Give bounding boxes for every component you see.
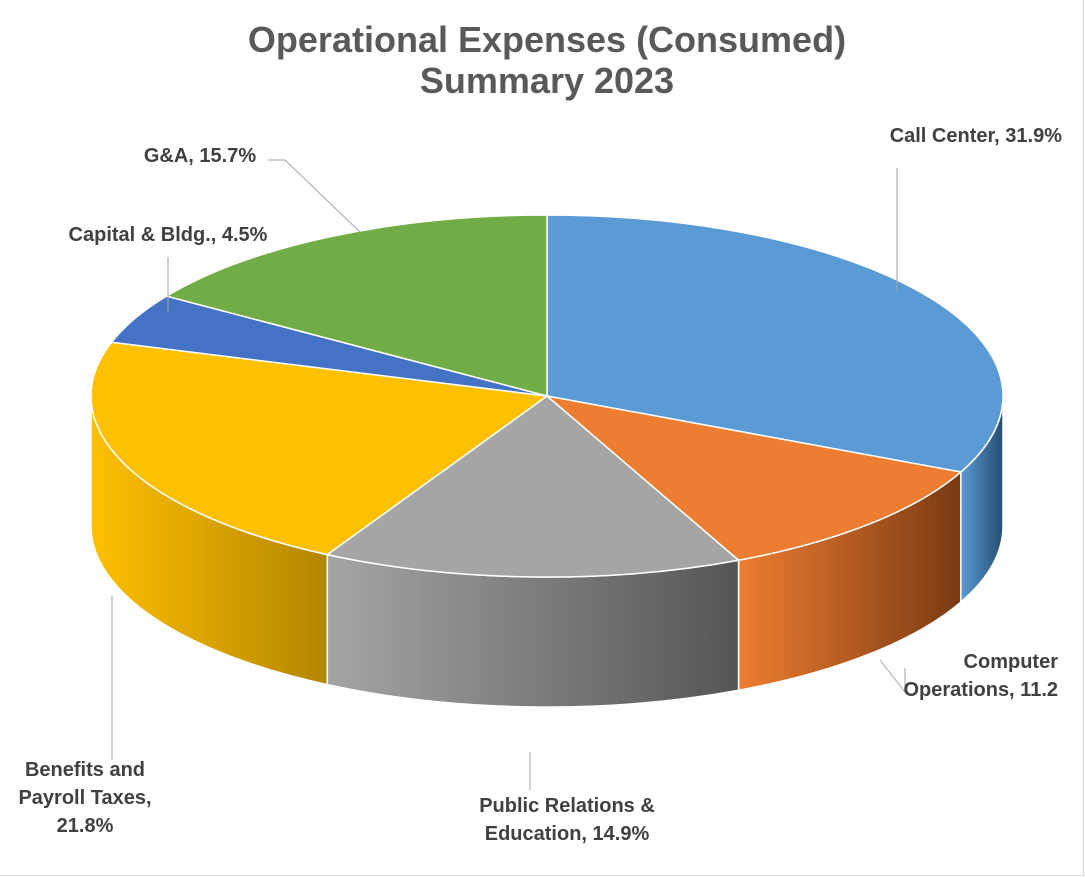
data-label-line: Benefits and xyxy=(25,759,145,781)
data-label-line: 21.8% xyxy=(57,815,114,837)
data-label-benefits-and-payroll-taxes: Benefits and Payroll Taxes, 21.8% xyxy=(18,759,151,837)
data-labels: Call Center, 31.9% Computer Operations, 11… xyxy=(18,125,1062,845)
data-label-public-relations-education: Public Relations & Education, 14.9% xyxy=(479,795,655,845)
pie-slice-benefits-and-payroll-taxes xyxy=(90,341,548,556)
pie-sides xyxy=(90,395,1004,708)
label-leader-lines xyxy=(111,159,906,790)
data-label-line: Capital & Bldg., 4.5% xyxy=(69,224,268,246)
pie-slice-g-a xyxy=(165,214,548,397)
pie-tops xyxy=(90,214,1004,578)
data-label-line: Operations, 11.2 xyxy=(903,679,1058,701)
chart-title-line-2: Summary 2023 xyxy=(420,60,674,101)
leader-line-g-a xyxy=(268,159,361,233)
chart-title-line-1: Operational Expenses (Consumed) xyxy=(248,19,846,60)
data-label-line: Education, 14.9% xyxy=(485,823,650,845)
pie-slice-call-center xyxy=(546,214,1004,473)
data-label-g-a: G&A, 15.7% xyxy=(144,145,256,167)
data-label-line: Payroll Taxes, xyxy=(18,787,151,809)
data-label-line: Call Center, 31.9% xyxy=(890,125,1063,147)
chart-title: Operational Expenses (Consumed) Summary … xyxy=(248,19,846,101)
data-label-computer-operations: Computer Operations, 11.2 xyxy=(903,651,1058,701)
pie-slice-public-relations-education xyxy=(326,395,740,578)
data-label-line: Computer xyxy=(964,651,1059,673)
data-label-call-center: Call Center, 31.9% xyxy=(890,125,1063,147)
pie-slice-computer-operations xyxy=(546,395,962,561)
data-label-line: G&A, 15.7% xyxy=(144,145,256,167)
data-label-line: Public Relations & xyxy=(479,795,655,817)
data-label-capital-bldg: Capital & Bldg., 4.5% xyxy=(69,224,268,246)
leader-line-computer-operations xyxy=(879,659,906,694)
